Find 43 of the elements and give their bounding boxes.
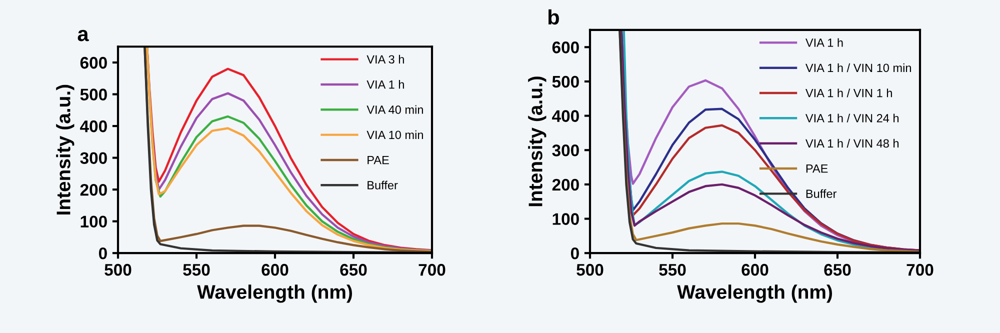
- x-axis-title: Wavelength (nm): [197, 284, 352, 303]
- legend-label: PAE: [806, 164, 828, 173]
- y-axis-title: Intensity (a.u.): [56, 84, 74, 214]
- x-tick-label: 600: [742, 264, 768, 276]
- legend-label: VIA 1 h / VIN 24 h: [805, 114, 899, 122]
- y-tick-label: 400: [80, 120, 107, 132]
- y-tick-label: 500: [552, 76, 579, 88]
- y-tick-label: 600: [80, 56, 107, 69]
- legend-label: Buffer: [368, 180, 398, 190]
- legend-label: Buffer: [806, 189, 837, 198]
- y-tick-label: 0: [570, 247, 579, 260]
- y-tick-label: 200: [552, 178, 579, 191]
- chart-title: a: [78, 30, 89, 42]
- y-tick-label: 300: [80, 152, 107, 164]
- x-tick-label: 500: [576, 264, 604, 276]
- y-axis-title: Intensity (a.u.): [528, 76, 546, 206]
- legend-label: VIA 1 h / VIN 48 h: [805, 138, 899, 148]
- x-tick-label: 600: [262, 264, 288, 276]
- legend-label: PAE: [368, 156, 389, 164]
- x-tick-label: 650: [340, 264, 367, 276]
- chart-title: b: [548, 9, 559, 25]
- legend-label: VIA 3 h: [366, 54, 404, 64]
- x-axis-title: Wavelength (nm): [677, 284, 832, 303]
- y-tick-label: 0: [98, 247, 107, 260]
- x-tick-label: 550: [183, 264, 210, 276]
- y-tick-label: 200: [80, 184, 107, 196]
- legend-label: VIA 1 h: [805, 38, 843, 47]
- x-tick-label: 550: [659, 264, 686, 276]
- x-tick-label: 500: [104, 264, 132, 276]
- legend-label: VIA 1 h: [366, 80, 404, 89]
- y-tick-label: 300: [552, 144, 579, 156]
- legend-label: VIA 10 min: [366, 130, 423, 140]
- y-tick-label: 100: [80, 216, 107, 228]
- legend-label: VIA 1 h / VIN 10 min: [805, 63, 911, 72]
- y-tick-label: 400: [552, 110, 579, 122]
- y-tick-label: 600: [552, 42, 579, 54]
- x-tick-label: 700: [906, 264, 934, 276]
- y-tick-label: 100: [552, 213, 579, 225]
- legend-label: VIA 40 min: [366, 105, 423, 114]
- legend-label: VIA 1 h / VIN 1 h: [805, 88, 892, 98]
- y-tick-label: 500: [80, 88, 107, 100]
- x-tick-label: 650: [824, 264, 851, 276]
- x-tick-label: 700: [418, 264, 446, 276]
